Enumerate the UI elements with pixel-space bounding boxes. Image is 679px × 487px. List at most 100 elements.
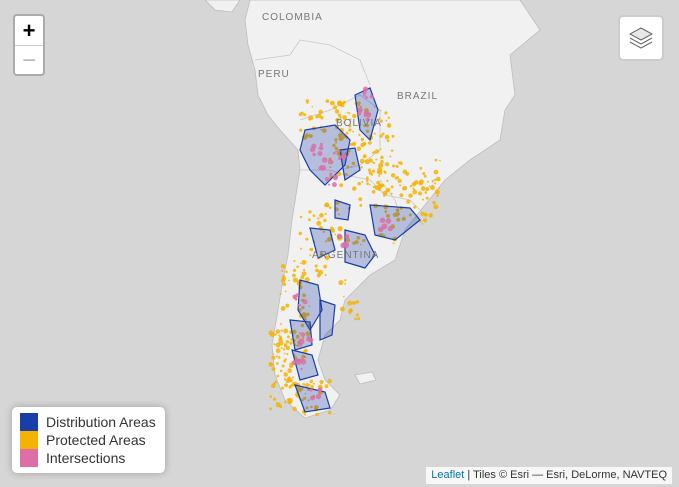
protected-area-patch — [367, 168, 372, 172]
protected-area-patch — [306, 101, 309, 104]
protected-area-patch — [299, 128, 303, 132]
intersection-patch — [302, 299, 308, 305]
protected-area-patch — [290, 338, 293, 341]
protected-area-patch — [283, 378, 287, 381]
protected-area-patch — [336, 148, 339, 151]
protected-area-patch — [433, 204, 439, 210]
protected-area-patch — [300, 247, 303, 250]
protected-area-patch — [334, 141, 338, 144]
zoom-out-button[interactable]: − — [21, 47, 36, 74]
protected-area-patch — [428, 185, 431, 187]
label-peru: PERU — [258, 69, 290, 80]
protected-area-patch — [384, 210, 388, 213]
protected-area-patch — [348, 308, 353, 313]
protected-area-patch — [390, 173, 396, 178]
protected-area-patch — [357, 181, 362, 186]
intersection-patch — [365, 96, 368, 99]
protected-area-patch — [317, 113, 322, 118]
protected-area-patch — [347, 149, 351, 153]
protected-area-patch — [300, 387, 304, 391]
protected-area-patch — [342, 101, 346, 105]
protected-area-patch — [325, 99, 330, 104]
protected-area-patch — [318, 221, 321, 224]
intersection-patch — [327, 159, 333, 165]
protected-area-patch — [352, 301, 356, 305]
intersection-patch — [300, 332, 306, 338]
protected-area-patch — [338, 137, 342, 141]
leaflet-link[interactable]: Leaflet — [431, 469, 465, 481]
protected-area-patch — [333, 105, 337, 110]
protected-area-patch — [301, 354, 306, 359]
protected-area-patch — [423, 174, 427, 178]
protected-area-patch — [436, 194, 439, 197]
intersection-patch — [362, 86, 369, 92]
protected-area-patch — [323, 264, 328, 269]
protected-area-patch — [421, 223, 424, 225]
protected-area-patch — [347, 300, 353, 306]
intersection-patch — [292, 294, 298, 300]
protected-area-patch — [419, 166, 423, 170]
intersection-patch — [345, 234, 350, 239]
intersection-patch — [309, 146, 316, 153]
protected-area-patch — [280, 347, 283, 350]
protected-area-patch — [342, 295, 345, 298]
protected-area-patch — [379, 119, 384, 123]
protected-area-patch — [366, 178, 369, 181]
protected-area-patch — [377, 183, 383, 189]
protected-area-patch — [304, 277, 310, 283]
protected-area-patch — [359, 243, 362, 246]
layers-icon — [628, 27, 654, 49]
protected-area-patch — [280, 386, 285, 390]
attribution: Leaflet | Tiles © Esri — Esri, DeLorme, … — [426, 467, 672, 484]
protected-area-patch — [307, 218, 311, 222]
protected-area-patch — [434, 189, 440, 195]
protected-area-patch — [305, 406, 309, 410]
protected-area-patch — [278, 334, 281, 337]
protected-area-patch — [329, 100, 335, 106]
protected-area-patch — [304, 392, 307, 395]
protected-area-patch — [292, 329, 297, 335]
protected-area-patch — [292, 277, 298, 283]
protected-area-patch — [339, 116, 342, 119]
protected-area-patch — [289, 341, 293, 345]
protected-area-patch — [268, 362, 272, 365]
protected-area-patch — [269, 395, 273, 398]
protected-area-patch — [389, 155, 392, 158]
protected-area-patch — [355, 313, 359, 317]
protected-area-patch — [285, 378, 290, 384]
protected-area-patch — [365, 176, 369, 180]
layers-control-button[interactable] — [618, 15, 664, 61]
protected-area-patch — [280, 329, 283, 332]
protected-area-patch — [436, 176, 441, 182]
zoom-in-button[interactable]: + — [15, 16, 43, 46]
protected-area-patch — [419, 220, 422, 223]
intersection-patch — [324, 176, 330, 182]
intersection-patch — [312, 152, 316, 157]
protected-area-patch — [392, 164, 396, 168]
protected-area-patch — [301, 312, 307, 317]
protected-area-patch — [271, 367, 276, 372]
protected-area-patch — [398, 161, 403, 166]
intersection-patch — [365, 117, 370, 122]
protected-area-patch — [357, 317, 361, 321]
protected-area-patch — [322, 230, 325, 233]
protected-area-patch — [329, 166, 332, 169]
protected-area-patch — [356, 146, 362, 152]
protected-area-patch — [277, 356, 281, 359]
protected-area-patch — [372, 185, 376, 189]
intersection-patch — [369, 94, 374, 99]
distribution-polygon — [291, 349, 319, 381]
protected-area-patch — [296, 344, 299, 347]
protected-area-patch — [337, 133, 343, 138]
protected-area-patch — [346, 165, 350, 169]
protected-area-patch — [285, 270, 288, 274]
protected-area-patch — [395, 164, 398, 167]
legend-swatch-intersections — [20, 449, 38, 467]
intersection-patch — [332, 175, 338, 181]
protected-area-patch — [315, 412, 319, 417]
protected-area-patch — [362, 154, 367, 159]
intersection-patch — [328, 183, 331, 186]
central-america-land — [204, 0, 241, 13]
